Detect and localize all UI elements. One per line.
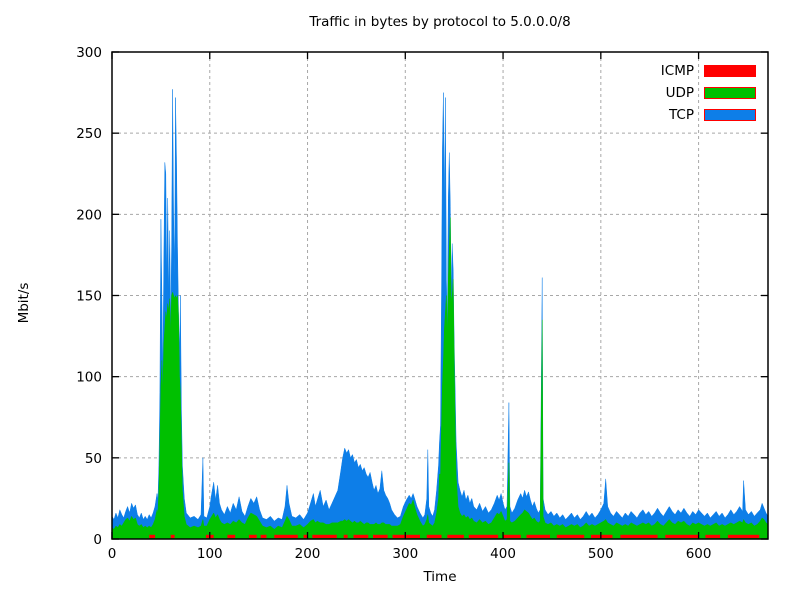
x-axis-label: Time <box>423 569 457 585</box>
legend-label-tcp: TCP <box>668 107 694 123</box>
legend-label-icmp: ICMP <box>660 63 694 79</box>
x-tick-label: 100 <box>197 546 223 562</box>
y-tick-label: 0 <box>93 532 102 548</box>
x-tick-label: 200 <box>295 546 321 562</box>
y-tick-label: 150 <box>76 289 102 305</box>
x-tick-label: 500 <box>588 546 614 562</box>
y-tick-label: 100 <box>76 370 102 386</box>
x-tick-label: 0 <box>108 546 117 562</box>
legend-swatch-tcp <box>704 109 756 121</box>
legend-swatch-udp <box>704 87 756 99</box>
y-tick-label: 50 <box>85 451 102 467</box>
chart-title: Traffic in bytes by protocol to 5.0.0.0/… <box>309 14 571 30</box>
y-axis-label: Mbit/s <box>16 282 32 324</box>
y-tick-label: 200 <box>76 207 102 223</box>
x-tick-label: 400 <box>490 546 516 562</box>
legend-item-icmp: ICMP <box>540 60 756 82</box>
legend-label-udp: UDP <box>665 85 694 101</box>
legend-item-udp: UDP <box>540 82 756 104</box>
legend-item-tcp: TCP <box>540 104 756 126</box>
y-tick-label: 250 <box>76 126 102 142</box>
chart-legend: ICMP UDP TCP <box>540 60 756 126</box>
x-tick-label: 300 <box>392 546 418 562</box>
y-tick-label: 300 <box>76 45 102 61</box>
x-tick-label: 600 <box>686 546 712 562</box>
legend-swatch-icmp <box>704 65 756 77</box>
